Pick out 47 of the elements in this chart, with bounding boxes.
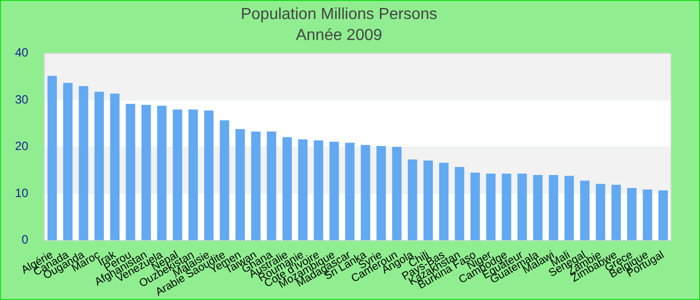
bar bbox=[126, 104, 136, 240]
y-tick-label: 0 bbox=[22, 232, 29, 247]
bar bbox=[408, 160, 418, 240]
bar bbox=[533, 174, 543, 240]
bar bbox=[141, 104, 151, 240]
bar bbox=[439, 162, 449, 240]
bar bbox=[454, 167, 464, 240]
bar bbox=[360, 145, 370, 240]
bar bbox=[314, 140, 324, 240]
chart-subtitle: Année 2009 bbox=[296, 27, 382, 44]
bar bbox=[266, 131, 276, 240]
bar bbox=[580, 180, 590, 240]
y-tick-label: 20 bbox=[14, 139, 29, 154]
bar bbox=[548, 174, 558, 240]
bar bbox=[110, 94, 120, 240]
bar bbox=[658, 190, 668, 240]
bar bbox=[188, 110, 198, 240]
bar bbox=[627, 188, 637, 240]
bar bbox=[423, 160, 433, 240]
bar bbox=[596, 184, 606, 240]
bar bbox=[157, 106, 167, 240]
bar bbox=[392, 146, 402, 240]
bar bbox=[517, 174, 527, 240]
bar bbox=[204, 110, 214, 240]
y-tick-label: 30 bbox=[14, 92, 29, 106]
bar bbox=[564, 176, 574, 240]
bar bbox=[94, 92, 104, 240]
bar bbox=[502, 174, 512, 240]
bar bbox=[282, 137, 292, 240]
y-tick-label: 10 bbox=[14, 186, 29, 200]
bar bbox=[345, 142, 355, 240]
bar bbox=[172, 110, 182, 240]
bar bbox=[376, 146, 386, 240]
bar bbox=[642, 189, 652, 240]
bar bbox=[298, 139, 308, 240]
chart-title: Population Millions Persons bbox=[240, 6, 438, 24]
bar bbox=[470, 172, 480, 240]
bar bbox=[329, 142, 339, 240]
bar bbox=[220, 120, 230, 240]
bar bbox=[486, 174, 496, 240]
bar bbox=[78, 86, 88, 240]
y-tick-label: 40 bbox=[14, 46, 29, 60]
bar bbox=[63, 82, 73, 240]
bar bbox=[611, 184, 621, 240]
bar bbox=[47, 76, 57, 240]
bar bbox=[251, 131, 261, 240]
bar bbox=[235, 129, 245, 240]
